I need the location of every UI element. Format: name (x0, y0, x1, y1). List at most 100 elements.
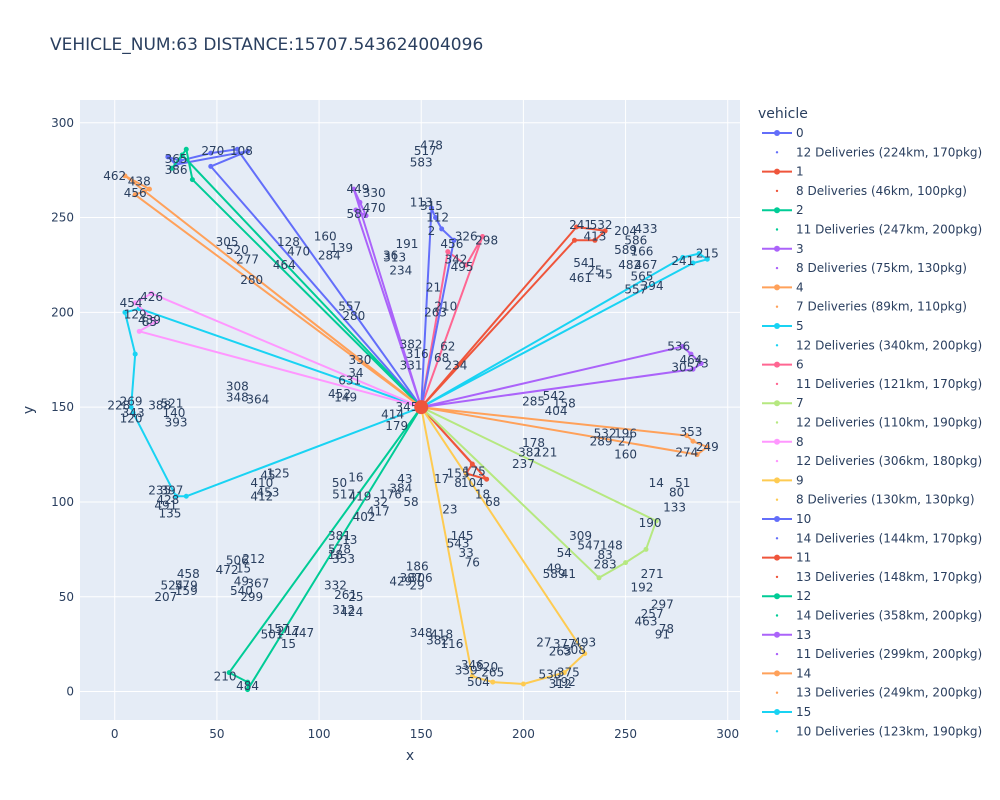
legend-item-deliveries[interactable]: 12 Deliveries (224km, 170pkg) (775, 145, 982, 159)
node-label: 49 (546, 561, 561, 575)
x-tick-label: 300 (716, 727, 739, 741)
legend-item-vehicle-10[interactable]: 10 (762, 512, 811, 526)
node-label: 235 (148, 484, 171, 498)
legend-item-vehicle-2[interactable]: 2 (762, 203, 804, 217)
node-label: 452 (328, 387, 351, 401)
node-label: 388 (148, 398, 171, 412)
route-point (357, 199, 363, 205)
route-point (183, 493, 189, 499)
legend-dot-swatch (775, 537, 779, 540)
legend-item-vehicle-12[interactable]: 12 (762, 589, 811, 603)
node-label: 453 (257, 485, 280, 499)
y-axis-title: y (21, 406, 37, 414)
legend-item-deliveries[interactable]: 7 Deliveries (89km, 110pkg) (775, 300, 967, 314)
node-label: 80 (669, 485, 684, 499)
node-label: 491 (154, 499, 177, 513)
node-label: 78 (659, 622, 674, 636)
legend-marker (774, 207, 780, 214)
node-label: 377 (553, 637, 576, 651)
node-label: 402 (353, 510, 376, 524)
legend-item-deliveries[interactable]: 14 Deliveries (358km, 200pkg) (775, 609, 982, 623)
legend-item-deliveries[interactable]: 13 Deliveries (148km, 170pkg) (775, 570, 982, 584)
legend-dot-swatch (775, 305, 779, 308)
legend-label: 11 (796, 551, 811, 565)
node-label: 263 (549, 645, 572, 659)
node-label: 108 (230, 144, 253, 158)
node-label: 175 (463, 465, 486, 479)
legend-item-vehicle-1[interactable]: 1 (762, 165, 804, 179)
legend-dot-swatch (775, 189, 779, 193)
legend-item-vehicle-9[interactable]: 9 (762, 473, 804, 487)
node-label: 191 (395, 237, 418, 251)
route-vehicle-3 (352, 188, 423, 408)
legend-item-vehicle-15[interactable]: 15 (762, 705, 811, 719)
legend-item-deliveries[interactable]: 8 Deliveries (75km, 130pkg) (775, 261, 967, 275)
node-label: 45 (260, 468, 275, 482)
node-label: 467 (635, 258, 658, 272)
node-label: 501 (261, 628, 284, 642)
node-label: 241 (569, 218, 592, 232)
legend-item-deliveries[interactable]: 11 Deliveries (247km, 200pkg) (775, 223, 982, 237)
node-label: 155 (447, 467, 470, 481)
node-label: 76 (465, 556, 480, 570)
legend-item-deliveries[interactable]: 11 Deliveries (121km, 170pkg) (775, 377, 982, 391)
node-label: 394 (641, 279, 664, 293)
legend-item-vehicle-3[interactable]: 3 (762, 242, 804, 256)
node-label: 520 (226, 243, 249, 257)
node-label: 149 (334, 391, 357, 405)
node-label: 18 (475, 487, 490, 501)
node-label: 125 (267, 467, 290, 481)
route-vehicle-7 (420, 406, 658, 579)
node-label: 16 (348, 470, 363, 484)
node-label: 589 (543, 567, 566, 581)
node-label: 27 (618, 434, 633, 448)
legend-item-deliveries[interactable]: 12 Deliveries (340km, 200pkg) (775, 338, 982, 352)
node-label: 375 (557, 666, 580, 680)
route-point (245, 148, 251, 154)
legend-item-deliveries[interactable]: 10 Deliveries (123km, 190pkg) (775, 724, 982, 738)
x-tick-label: 50 (209, 727, 224, 741)
node-label: 326 (455, 230, 478, 244)
legend-item-vehicle-5[interactable]: 5 (762, 319, 804, 333)
legend-label: 7 (796, 396, 804, 410)
node-label: 145 (451, 529, 474, 543)
legend-item-vehicle-0[interactable]: 0 (762, 126, 804, 140)
legend-item-vehicle-14[interactable]: 14 (762, 666, 811, 680)
node-label: 234 (389, 264, 412, 278)
node-label: 83 (597, 548, 612, 562)
legend-item-vehicle-4[interactable]: 4 (762, 280, 804, 294)
legend-marker (774, 670, 780, 677)
route-vehicle-11 (420, 226, 607, 408)
legend-item-deliveries[interactable]: 8 Deliveries (130km, 130pkg) (775, 493, 975, 507)
node-label: 565 (630, 269, 653, 283)
legend-item-vehicle-6[interactable]: 6 (762, 358, 804, 372)
legend-item-deliveries[interactable]: 12 Deliveries (110km, 190pkg) (775, 416, 982, 430)
legend-item-vehicle-7[interactable]: 7 (762, 396, 804, 410)
legend-item-vehicle-13[interactable]: 13 (762, 628, 811, 642)
node-label: 192 (553, 675, 576, 689)
legend-item-vehicle-11[interactable]: 11 (762, 551, 811, 565)
legend-item-deliveries[interactable]: 8 Deliveries (46km, 100pkg) (775, 184, 967, 198)
route-point (688, 351, 694, 357)
node-label: 456 (440, 237, 463, 251)
legend-item-deliveries[interactable]: 11 Deliveries (299km, 200pkg) (775, 647, 982, 661)
legend-item-deliveries[interactable]: 14 Deliveries (144km, 170pkg) (775, 531, 982, 545)
node-label: 176 (379, 487, 402, 501)
node-label: 393 (165, 415, 188, 429)
node-label: 541 (573, 256, 596, 270)
route-point (353, 207, 359, 213)
legend-label: 10 Deliveries (123km, 190pkg) (796, 724, 982, 738)
legend-label: 9 (796, 473, 804, 487)
node-label: 112 (426, 211, 449, 225)
legend-item-deliveries[interactable]: 13 Deliveries (249km, 200pkg) (775, 686, 982, 700)
node-label: 470 (363, 201, 386, 215)
node-label: 428 (156, 493, 179, 507)
legend-item-vehicle-8[interactable]: 8 (762, 435, 804, 449)
legend-item-deliveries[interactable]: 12 Deliveries (306km, 180pkg) (775, 454, 982, 468)
node-label: 348 (226, 391, 249, 405)
legend-label: 3 (796, 242, 804, 256)
node-label: 45 (597, 267, 612, 281)
legend-marker (774, 631, 780, 638)
route-point (363, 213, 369, 219)
node-label: 419 (348, 489, 371, 503)
